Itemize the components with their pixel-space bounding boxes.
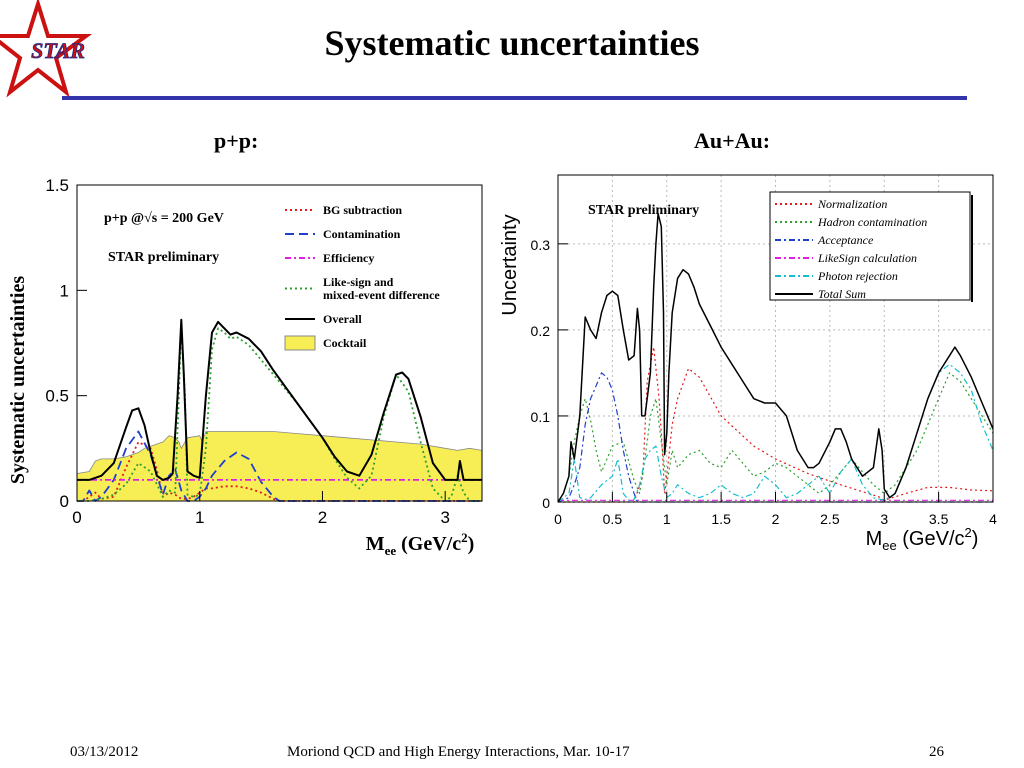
pp-x-tick-label-0: 0 <box>72 508 81 527</box>
auau-legend-label-2: Acceptance <box>817 233 874 247</box>
auau-y-tick-label-3: 0.3 <box>531 237 551 253</box>
auau-legend-label-0: Normalization <box>817 197 887 211</box>
star-logo-shape <box>0 0 93 98</box>
auau-x-tick-label-6: 3 <box>880 511 888 527</box>
auau-legend-label-1: Hadron contamination <box>817 215 927 229</box>
auau-x-tick-label-5: 2.5 <box>820 511 840 527</box>
pp-x-axis-label: Mee (GeV/c2) <box>366 530 475 558</box>
auau-legend-label-4: Photon rejection <box>817 269 898 283</box>
auau-x-tick-label-0: 0 <box>554 511 562 527</box>
footer-page-number: 26 <box>929 744 944 760</box>
auau-x-tick-label-8: 4 <box>989 511 997 527</box>
pp-legend-label-5: Cocktail <box>323 336 367 350</box>
pp-x-tick-label-2: 2 <box>318 508 327 527</box>
auau-panel-title: Au+Au: <box>694 128 771 153</box>
pp-legend: BG subtraction Contamination Efficiency Lik… <box>284 203 440 351</box>
pp-legend-label-3-0: Like-sign and <box>323 275 394 289</box>
pp-x-tick-label-3: 3 <box>440 508 449 527</box>
auau-y-tick-label-2: 0.2 <box>531 323 551 339</box>
slide-title: Systematic uncertainties <box>324 23 700 63</box>
pp-y-tick-label-3: 1.5 <box>45 176 69 195</box>
footer-date: 03/13/2012 <box>70 744 139 760</box>
auau-preliminary-annotation: STAR preliminary <box>588 203 699 218</box>
pp-legend-label-4: Overall <box>323 312 362 326</box>
pp-y-axis-label: Systematic uncertainties <box>7 276 29 485</box>
auau-y-tick-label-1: 0.1 <box>531 409 551 425</box>
auau-legend-label-5: Total Sum <box>818 287 866 301</box>
pp-legend-label-2: Efficiency <box>323 251 374 265</box>
pp-energy-annotation: p+p @√s = 200 GeV <box>104 211 224 226</box>
star-logo-text: STAR <box>31 38 85 63</box>
pp-panel-title: p+p: <box>214 128 259 153</box>
pp-x-tick-label-1: 1 <box>195 508 204 527</box>
pp-y-tick-label-1: 0.5 <box>45 387 69 406</box>
auau-x-axis-label: Mee (GeV/c2) <box>866 525 979 553</box>
pp-plot-area: 0 1 2 3 0 0.5 1 1.5 <box>45 176 483 527</box>
pp-legend-swatch-5 <box>284 335 316 351</box>
auau-y-tick-label-0: 0 <box>542 495 550 511</box>
pp-frame <box>76 184 483 502</box>
auau-x-tick-label-2: 1 <box>663 511 671 527</box>
auau-series-hadron-contamination <box>557 372 994 503</box>
auau-legend-box <box>769 191 971 301</box>
pp-legend-label-1: Contamination <box>323 227 401 241</box>
pp-preliminary-annotation: STAR preliminary <box>108 250 219 265</box>
footer-conference: Moriond QCD and High Energy Interactions… <box>287 744 630 760</box>
auau-x-tick-label-4: 2 <box>772 511 780 527</box>
auau-y-axis-label: Uncertainty <box>499 214 521 315</box>
pp-legend-label-3-1: mixed-event difference <box>323 288 440 302</box>
auau-legend-label-3: LikeSign calculation <box>817 251 917 265</box>
pp-y-tick-label-2: 1 <box>60 281 69 300</box>
pp-chart: 0 1 2 3 0 0.5 1 1.5 Systematic uncertainties Me… <box>7 176 483 558</box>
pp-legend-label-0: BG subtraction <box>323 203 402 217</box>
auau-legend: Normalization Hadron contamination Accepta… <box>769 191 973 302</box>
pp-y-tick-label-0: 0 <box>60 492 69 511</box>
pp-series-bg-subtraction <box>77 441 482 502</box>
auau-x-tick-label-1: 0.5 <box>603 511 623 527</box>
pp-series-overall <box>77 318 482 481</box>
auau-series-total-sum <box>557 212 994 503</box>
auau-chart: 0 0.5 1 1.5 2 2.5 3 3.5 400.10.20.3 Uncertainty … <box>499 174 997 553</box>
auau-x-tick-label-3: 1.5 <box>711 511 731 527</box>
auau-series-acceptance <box>557 372 993 503</box>
auau-x-tick-label-7: 3.5 <box>929 511 949 527</box>
star-logo: STAR <box>0 0 93 98</box>
title-underline <box>62 96 967 100</box>
pp-series-like-sign-and-mixed-event-difference <box>77 323 482 502</box>
auau-plot-area: 0 0.5 1 1.5 2 2.5 3 3.5 4 0 0.1 0.2 0.3 <box>531 174 997 527</box>
